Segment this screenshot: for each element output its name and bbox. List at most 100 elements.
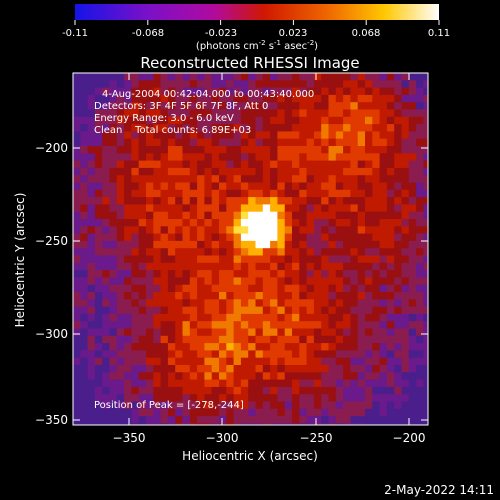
- heatmap-cell: [299, 175, 308, 184]
- heatmap-cell: [357, 343, 366, 351]
- heatmap-cell: [379, 226, 388, 235]
- heatmap-cell: [401, 270, 410, 278]
- heatmap-cell: [416, 335, 424, 344]
- heatmap-cell: [343, 80, 351, 89]
- heatmap-cell: [211, 146, 220, 154]
- heatmap-cell: [401, 219, 410, 227]
- heatmap-cell: [153, 167, 162, 176]
- heatmap-cell: [379, 116, 388, 125]
- heatmap-cell: [73, 233, 81, 242]
- heatmap-cell: [277, 102, 286, 111]
- heatmap-cell: [357, 80, 366, 89]
- heatmap-cell: [116, 408, 125, 417]
- heatmap-cell: [153, 124, 162, 132]
- heatmap-cell: [284, 262, 293, 271]
- heatmap-cell: [160, 350, 169, 359]
- heatmap-cell: [335, 270, 344, 278]
- heatmap-cell: [182, 365, 191, 373]
- heatmap-cell: [204, 182, 213, 191]
- heatmap-cell: [211, 270, 220, 278]
- heatmap-cell: [306, 124, 315, 132]
- heatmap-cell: [160, 277, 169, 286]
- heatmap-cell: [94, 343, 103, 351]
- heatmap-cell: [313, 116, 322, 125]
- heatmap-cell: [277, 306, 286, 315]
- heatmap-cell: [102, 182, 111, 191]
- heatmap-cell: [211, 131, 220, 140]
- heatmap-cell: [240, 270, 249, 278]
- heatmap-cell: [328, 365, 337, 373]
- heatmap-cell: [350, 233, 359, 242]
- heatmap-cell: [73, 109, 81, 118]
- heatmap-cell: [394, 379, 403, 388]
- heatmap-cell: [416, 292, 424, 300]
- heatmap-cell: [197, 321, 205, 330]
- heatmap-cell: [401, 175, 410, 184]
- heatmap-cell: [131, 365, 140, 373]
- heatmap-cell: [292, 350, 300, 359]
- heatmap-cell: [73, 270, 81, 278]
- heatmap-cell: [248, 102, 257, 111]
- heatmap-cell: [408, 357, 417, 366]
- heatmap-cell: [401, 124, 410, 132]
- heatmap-cell: [277, 175, 286, 184]
- heatmap-cell: [379, 153, 388, 162]
- heatmap-cell: [306, 423, 315, 425]
- heatmap-cell: [73, 80, 81, 89]
- heatmap-cell: [94, 313, 103, 322]
- heatmap-cell: [153, 379, 162, 388]
- heatmap-cell: [182, 408, 191, 417]
- heatmap-cell: [386, 313, 395, 322]
- heatmap-cell: [80, 233, 89, 242]
- heatmap-cell: [401, 277, 410, 286]
- heatmap-cell: [87, 226, 96, 235]
- heatmap-cell: [408, 175, 417, 184]
- heatmap-cell: [350, 109, 359, 118]
- heatmap-cell: [423, 284, 428, 293]
- heatmap-cell: [321, 350, 330, 359]
- heatmap-cell: [350, 189, 359, 198]
- heatmap-cell: [357, 226, 366, 235]
- heatmap-cell: [299, 423, 308, 425]
- heatmap-cell: [284, 116, 293, 125]
- heatmap-cell: [416, 328, 424, 337]
- heatmap-cell: [262, 306, 271, 315]
- heatmap-cell: [73, 255, 81, 264]
- heatmap-cell: [255, 379, 264, 388]
- heatmap-cell: [167, 138, 176, 147]
- heatmap-cell: [284, 255, 293, 264]
- heatmap-cell: [416, 80, 424, 89]
- heatmap-cell: [189, 386, 198, 395]
- heatmap-cell: [240, 80, 249, 89]
- heatmap-cell: [299, 153, 308, 162]
- heatmap-cell: [365, 292, 373, 300]
- heatmap-cell: [131, 270, 140, 278]
- heatmap-cell: [284, 80, 293, 89]
- heatmap-cell: [379, 350, 388, 359]
- heatmap-cell: [292, 182, 300, 191]
- heatmap-cell: [255, 299, 264, 308]
- heatmap-cell: [167, 102, 176, 111]
- heatmap-cell: [240, 277, 249, 286]
- heatmap-cell: [226, 386, 235, 395]
- heatmap-cell: [313, 219, 322, 227]
- heatmap-cell: [87, 357, 96, 366]
- heatmap-cell: [197, 335, 205, 344]
- heatmap-cell: [167, 292, 176, 300]
- heatmap-cell: [160, 284, 169, 293]
- heatmap-cell: [328, 94, 337, 103]
- heatmap-cell: [226, 167, 235, 176]
- heatmap-cell: [131, 182, 140, 191]
- heatmap-cell: [372, 87, 381, 96]
- heatmap-cell: [313, 109, 322, 118]
- heatmap-cell: [277, 240, 286, 249]
- heatmap-cell: [94, 335, 103, 344]
- heatmap-cell: [408, 102, 417, 111]
- y-axis-label: Heliocentric Y (arcsec): [13, 193, 27, 328]
- heatmap-cell: [284, 197, 293, 205]
- heatmap-cell: [299, 372, 308, 381]
- heatmap-cell: [138, 189, 147, 198]
- y-tick-label: −350: [35, 413, 68, 427]
- heatmap-cell: [175, 423, 184, 425]
- heatmap-cell: [335, 197, 344, 205]
